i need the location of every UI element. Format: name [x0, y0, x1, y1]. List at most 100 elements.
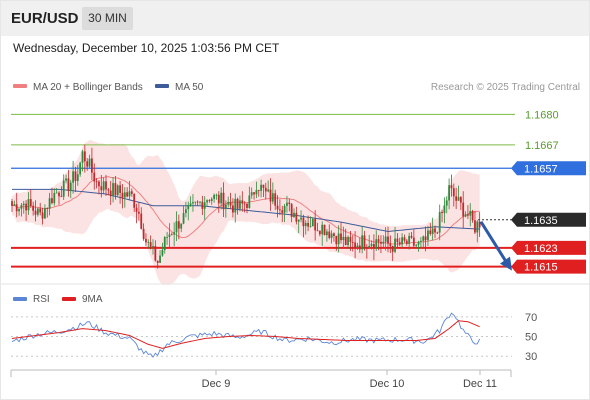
rsi-legend-label: RSI: [33, 294, 50, 305]
pivot-arrow-shaft: [479, 220, 508, 263]
candle-body: [76, 174, 79, 181]
candle-body: [269, 189, 272, 202]
candle-body: [403, 237, 406, 241]
x-tick-label-2: Dec 11: [463, 378, 497, 390]
candle-body: [74, 171, 77, 181]
header-bar: EUR/USD 30 MIN: [0, 0, 590, 36]
ma50-line: [12, 188, 480, 232]
candle-body: [206, 200, 208, 203]
candle-body: [363, 235, 366, 248]
candle-body: [323, 224, 326, 236]
candle-body: [22, 203, 25, 206]
candle-body: [408, 235, 411, 244]
candle-body: [476, 221, 479, 233]
candle-body: [229, 201, 232, 206]
candle-body: [201, 201, 204, 209]
candle-body: [330, 233, 333, 238]
candle-body: [114, 183, 117, 196]
candle-body: [126, 192, 129, 197]
candle-body: [27, 199, 30, 211]
candle-body: [55, 192, 58, 194]
candle-body: [424, 236, 427, 241]
level-tag-text-1.1635: 1.1635: [524, 215, 558, 227]
candle-body: [412, 237, 415, 246]
candlesticks: [11, 144, 481, 269]
candle-body: [344, 236, 347, 246]
candle-body: [420, 240, 422, 242]
timeframe-button[interactable]: 30 MIN: [82, 7, 133, 30]
candle-body: [342, 236, 345, 241]
candle-body: [18, 208, 20, 212]
candle-body: [398, 242, 401, 245]
candle-body: [445, 200, 448, 206]
candle-body: [415, 244, 418, 246]
candle-body: [328, 231, 331, 238]
candle-body: [36, 208, 39, 215]
candle-body: [318, 230, 321, 235]
candle-body: [373, 244, 375, 249]
candle-body: [86, 161, 89, 167]
candle-body: [361, 235, 364, 250]
candle-body: [135, 207, 138, 212]
candle-body: [154, 246, 157, 261]
candle-body: [185, 209, 187, 214]
candle-body: [83, 151, 86, 162]
candle-body: [281, 210, 284, 213]
candle-body: [457, 197, 460, 201]
ma20-legend-label: MA 20 + Bollinger Bands: [33, 82, 143, 93]
candle-body: [210, 198, 213, 202]
candle-body: [462, 202, 465, 217]
candle-body: [276, 205, 279, 210]
candle-body: [32, 205, 35, 211]
candle-body: [11, 201, 13, 206]
candle-body: [417, 241, 420, 245]
rsi-grid: 70 50 30: [11, 312, 537, 363]
candle-body: [253, 192, 255, 195]
level-tag-1.1623: [511, 240, 586, 255]
candle-body: [69, 182, 72, 191]
candle-body: [189, 203, 192, 206]
rsi-ma-legend-label: 9MA: [82, 294, 103, 305]
candle-body: [44, 208, 46, 219]
candle-body: [293, 212, 295, 217]
candle-body: [175, 221, 178, 233]
candle-body: [377, 239, 380, 242]
candle-body: [98, 181, 100, 187]
candle-body: [351, 241, 354, 243]
candle-body: [48, 198, 51, 209]
candle-body: [459, 197, 462, 203]
level-tag-text-1.1615: 1.1615: [524, 262, 558, 274]
candle-body: [60, 196, 63, 197]
candle-body: [286, 202, 288, 206]
candle-body: [455, 196, 458, 201]
candle-body: [340, 233, 342, 241]
candle-body: [467, 214, 469, 216]
candle-body: [243, 203, 246, 205]
candle-body: [192, 202, 194, 204]
candle-body: [161, 250, 164, 256]
candle-body: [380, 241, 382, 244]
main-legend: MA 20 + Bollinger Bands MA 50 Research ©…: [13, 82, 580, 93]
candle-body: [236, 198, 239, 209]
candle-body: [290, 203, 293, 217]
rsi-ma-legend-swatch: [62, 297, 76, 301]
candle-body: [217, 194, 220, 204]
candle-body: [41, 212, 44, 219]
candle-body: [436, 232, 439, 234]
candle-body: [147, 242, 150, 243]
rsi-tick-50: 50: [525, 332, 537, 344]
pivot-arrow-head: [500, 256, 512, 271]
candle-body: [121, 192, 124, 198]
candle-body: [130, 191, 133, 194]
ma50-legend-label: MA 50: [175, 82, 204, 93]
candle-body: [224, 204, 227, 210]
candle-body: [34, 210, 37, 215]
candle-body: [471, 210, 474, 221]
candle-body: [326, 231, 328, 236]
candle-body: [297, 219, 300, 222]
candle-body: [384, 236, 387, 242]
candle-body: [109, 190, 112, 197]
level-tag-1.1635: [511, 212, 586, 227]
candle-body: [213, 194, 215, 199]
candle-body: [112, 183, 114, 197]
